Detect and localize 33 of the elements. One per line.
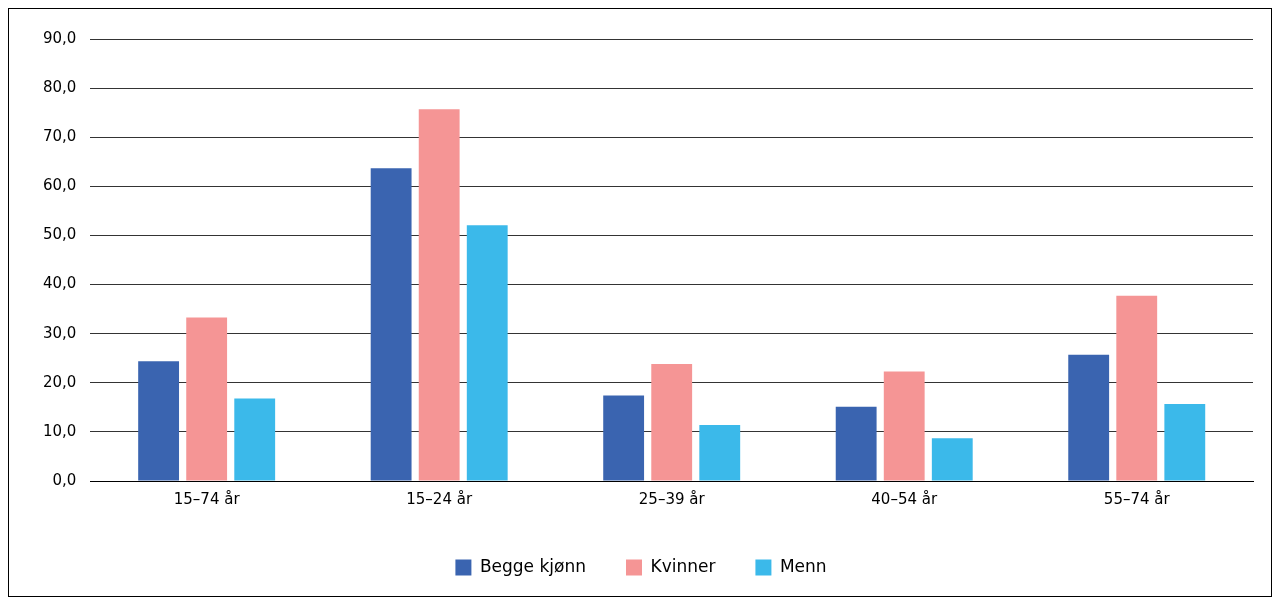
y-tick-label: 10,0 — [42, 421, 77, 440]
x-tick-label: 15–24 år — [406, 489, 473, 508]
y-tick-label: 50,0 — [42, 225, 77, 244]
bar — [186, 317, 228, 481]
x-tick-label: 15–74 år — [173, 489, 241, 508]
y-tick-label: 80,0 — [42, 78, 77, 96]
legend-label: Begge kjønn — [479, 555, 586, 576]
bar — [603, 395, 645, 481]
y-tick-label: 90,0 — [42, 28, 77, 47]
x-tick-label: 25–39 år — [638, 489, 706, 508]
y-tick-label: 70,0 — [42, 127, 77, 146]
bar — [835, 406, 877, 481]
bar — [418, 109, 460, 481]
bar — [1164, 403, 1206, 481]
bar — [651, 364, 693, 481]
x-tick-label: 40–54 år — [871, 489, 938, 508]
bar — [1116, 295, 1158, 481]
bar — [370, 168, 412, 481]
legend-label: Menn — [779, 555, 827, 576]
y-tick-label: 30,0 — [42, 323, 77, 342]
bar — [466, 225, 508, 481]
bar — [138, 361, 180, 481]
bar — [883, 371, 925, 481]
y-tick-label: 0,0 — [52, 470, 77, 489]
bar — [699, 425, 741, 481]
y-tick-label: 20,0 — [42, 372, 77, 391]
bar — [931, 438, 973, 481]
y-tick-label: 60,0 — [42, 176, 77, 195]
x-tick-label: 55–74 år — [1103, 489, 1171, 508]
legend-label: Kvinner — [650, 555, 716, 576]
bar — [1068, 354, 1110, 481]
y-tick-label: 40,0 — [42, 274, 77, 293]
bar — [234, 398, 276, 481]
